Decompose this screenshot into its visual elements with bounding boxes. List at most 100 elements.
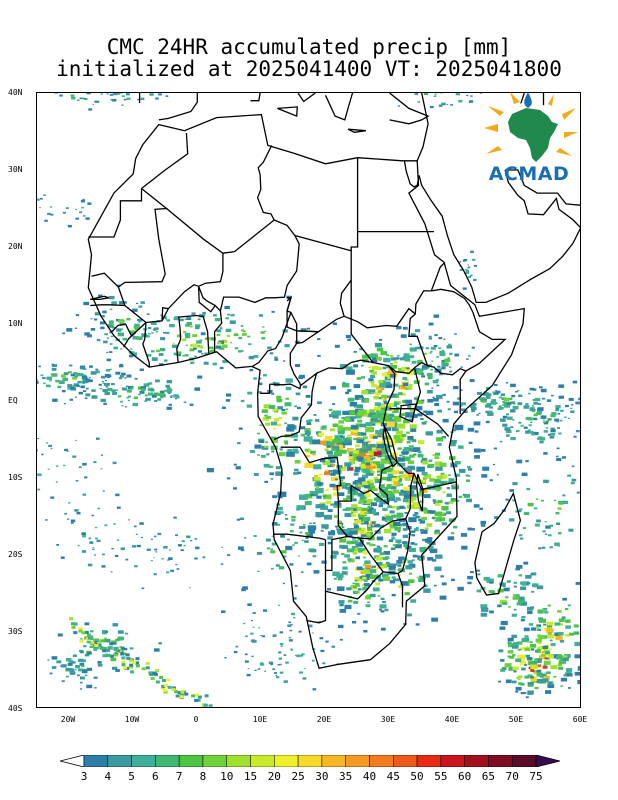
precip-cell [405, 399, 413, 404]
precip-cell [557, 427, 560, 429]
precip-cell [51, 656, 58, 660]
precip-cell [312, 439, 321, 445]
precip-cell [121, 663, 126, 667]
precip-cell [353, 522, 358, 526]
precip-cell [89, 365, 93, 368]
precip-cell [358, 484, 362, 487]
precip-cell [375, 392, 381, 396]
precip-cell [558, 384, 565, 388]
precip-cell [388, 494, 395, 498]
country-border [296, 330, 321, 344]
precip-cell [123, 666, 128, 670]
precip-cell [206, 468, 214, 473]
precip-cell [84, 674, 88, 677]
precip-cell [446, 511, 452, 515]
precip-cell [61, 664, 67, 668]
precip-cell [543, 623, 547, 626]
precip-cell [264, 480, 268, 483]
precip-cell [411, 489, 415, 491]
precip-cell [372, 414, 378, 419]
precip-cell [326, 450, 333, 455]
precip-cell [101, 375, 106, 379]
precip-cell [301, 653, 305, 656]
precip-cell [65, 668, 71, 672]
precip-cell [542, 665, 548, 669]
precip-cell [155, 379, 160, 383]
precip-cell [350, 431, 358, 436]
precip-cell [116, 649, 121, 653]
precip-cell [210, 337, 216, 341]
precip-cell [359, 398, 362, 400]
precip-cell [269, 405, 276, 409]
precip-cell [538, 547, 542, 550]
precip-cell [327, 509, 333, 513]
precip-cell [86, 93, 91, 95]
precip-cell [254, 669, 257, 671]
precip-cell [539, 386, 543, 389]
precip-cell [336, 573, 344, 578]
precip-cell [160, 396, 164, 399]
precip-cell [350, 425, 358, 430]
precip-cell [382, 507, 388, 511]
precip-cell [371, 461, 381, 467]
precip-cell [438, 337, 443, 340]
precip-cell [346, 540, 353, 545]
precip-cell [338, 600, 345, 604]
precip-cell [389, 510, 395, 514]
precip-cell [386, 395, 391, 399]
country-border [260, 384, 271, 394]
precip-cell [512, 405, 519, 410]
precip-cell [519, 508, 523, 511]
precip-cell [496, 474, 499, 476]
precip-cell [352, 548, 356, 551]
precip-cell [374, 342, 382, 348]
precip-cell [113, 653, 119, 657]
precip-cell [184, 354, 189, 357]
precip-cell [544, 657, 548, 660]
precip-cell [369, 458, 374, 461]
precip-cell [403, 493, 413, 499]
precip-cell [330, 555, 337, 559]
precip-cell [353, 510, 358, 514]
precip-cell [186, 317, 192, 320]
precip-cell [99, 388, 102, 390]
precip-cell [119, 93, 123, 94]
precip-cell [361, 521, 365, 524]
precip-cell [530, 627, 537, 631]
precip-cell [349, 454, 355, 458]
precip-cell [129, 665, 134, 669]
precip-cell [285, 378, 293, 383]
precip-cell [294, 405, 297, 408]
precip-cell [86, 667, 93, 671]
precip-cell [229, 320, 236, 324]
precip-cell [524, 675, 530, 679]
precip-cell [313, 493, 318, 497]
precip-cell [370, 525, 374, 528]
precip-cell [376, 561, 383, 566]
precip-cell [337, 528, 345, 534]
precip-cell [434, 94, 437, 96]
precip-cell [436, 384, 440, 387]
precip-cell [274, 356, 278, 359]
precip-cell [389, 524, 397, 529]
precip-cell [402, 451, 408, 455]
precip-cell [116, 93, 121, 95]
precip-cell [559, 419, 563, 422]
precip-cell [546, 626, 553, 630]
precip-cell [80, 385, 85, 389]
precip-cell [240, 325, 244, 327]
precip-cell [355, 542, 363, 547]
precip-cell [511, 394, 516, 398]
precip-cell [129, 330, 136, 334]
precip-cell [434, 511, 443, 516]
precip-cell [47, 212, 51, 215]
precip-cell [384, 608, 389, 612]
precip-cell [413, 373, 417, 375]
precip-cell [208, 704, 213, 707]
precip-cell [282, 555, 287, 558]
precip-cell [70, 94, 75, 97]
precip-cell [527, 610, 533, 615]
precip-cell [363, 620, 368, 624]
precip-cell [65, 207, 69, 209]
precip-cell [342, 383, 350, 388]
